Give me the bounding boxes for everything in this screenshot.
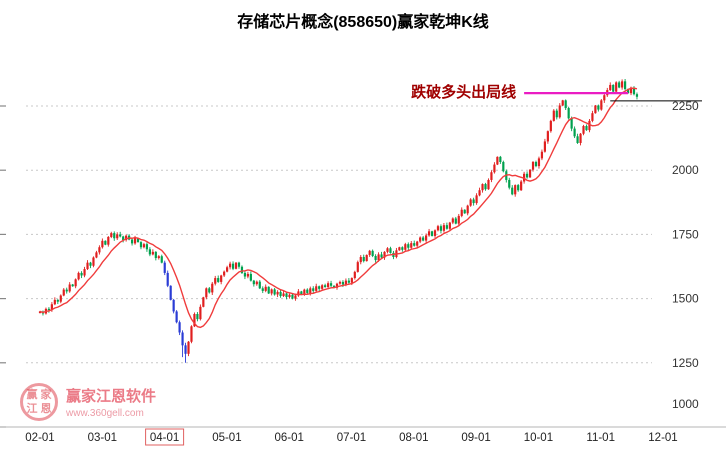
svg-text:1750: 1750 xyxy=(672,227,699,241)
svg-text:05-01: 05-01 xyxy=(212,432,241,444)
annotation-label: 跌破多头出局线 xyxy=(411,83,516,101)
candles xyxy=(38,78,639,363)
page-title: 存储芯片概念(858650)赢家乾坤K线 xyxy=(237,14,489,31)
svg-text:09-01: 09-01 xyxy=(461,432,490,444)
svg-text:08-01: 08-01 xyxy=(399,432,428,444)
svg-text:2000: 2000 xyxy=(672,163,699,177)
svg-text:06-01: 06-01 xyxy=(274,432,303,444)
highlighted-date-box xyxy=(145,428,185,446)
svg-text:1250: 1250 xyxy=(672,356,699,370)
svg-text:07-01: 07-01 xyxy=(337,432,366,444)
svg-text:1000: 1000 xyxy=(672,397,699,411)
svg-text:11-01: 11-01 xyxy=(586,432,615,444)
svg-text:1500: 1500 xyxy=(672,292,699,306)
svg-text:2250: 2250 xyxy=(672,99,699,113)
svg-text:02-01: 02-01 xyxy=(25,432,54,444)
gridlines xyxy=(0,105,652,428)
svg-text:10-01: 10-01 xyxy=(524,432,553,444)
svg-text:12-01: 12-01 xyxy=(648,432,677,444)
x-axis-labels: 02-01 03-01 04-01 05-01 06-01 07-01 08-01 09-01… xyxy=(25,428,678,446)
svg-text:04-01: 04-01 xyxy=(150,432,179,444)
y-axis-labels: 2250 2000 1750 1500 1250 1000 xyxy=(672,99,699,411)
ma-line xyxy=(39,87,638,329)
svg-text:03-01: 03-01 xyxy=(88,432,117,444)
